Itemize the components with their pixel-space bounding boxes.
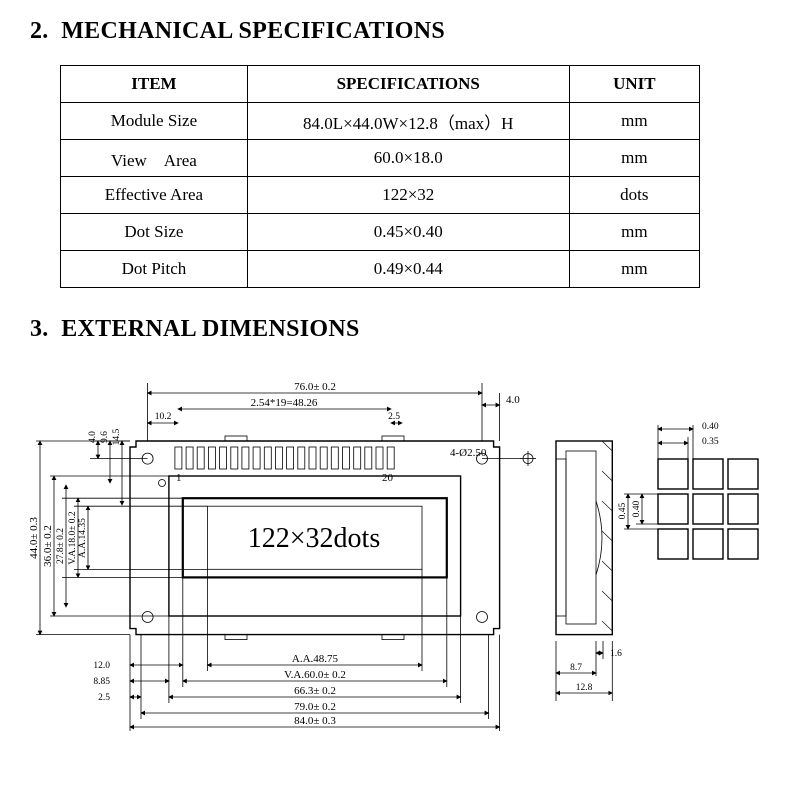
cell-spec: 84.0L×44.0W×12.8（max）H xyxy=(247,103,569,140)
table-row: View Area 60.0×18.0 mm xyxy=(61,140,700,177)
side-view: 1.6 8.7 12.8 xyxy=(556,441,622,701)
dim-top-4r: 4.0 xyxy=(506,394,520,406)
table-header-unit: UNIT xyxy=(569,66,699,103)
pin-1-label: 1 xyxy=(176,472,182,484)
dim-top-76: 76.0± 0.2 xyxy=(294,381,336,393)
dim-l-27p8: 27.8± 0.2 xyxy=(56,528,66,564)
section-2-heading: 2. MECHANICAL SPECIFICATIONS xyxy=(30,18,770,45)
mech-spec-table: ITEM SPECIFICATIONS UNIT Module Size 84.… xyxy=(60,65,700,288)
dim-dot-t1: 0.40 xyxy=(702,422,719,432)
dim-side-12p8: 12.8 xyxy=(576,683,593,693)
dim-dot-l1: 0.45 xyxy=(618,502,628,519)
section-2-number: 2. xyxy=(30,18,49,44)
cell-spec: 60.0×18.0 xyxy=(247,140,569,177)
dim-dot-t2: 0.35 xyxy=(702,437,719,447)
cell-item: Dot Size xyxy=(61,214,248,251)
hole-spec: 4-Ø2.50 xyxy=(450,447,487,459)
center-label: 122×32dots xyxy=(248,523,380,554)
dim-bl-2p5: 2.5 xyxy=(98,693,110,703)
dot-detail: 0.40 0.35 0.45 0.40 xyxy=(618,422,758,559)
dim-tl-14p5: 14.5 xyxy=(112,428,122,445)
dim-b-aa: A.A.48.75 xyxy=(292,653,339,665)
dim-top-2p5: 2.5 xyxy=(388,412,400,422)
dim-side-8p7: 8.7 xyxy=(570,663,582,673)
table-row: Dot Pitch 0.49×0.44 mm xyxy=(61,251,700,288)
table-header-spec: SPECIFICATIONS xyxy=(247,66,569,103)
dim-pin-pitch: 2.54*19=48.26 xyxy=(251,397,318,409)
table-row: Dot Size 0.45×0.40 mm xyxy=(61,214,700,251)
cell-spec: 122×32 xyxy=(247,177,569,214)
dim-dot-l2: 0.40 xyxy=(632,500,642,517)
cell-spec: 0.49×0.44 xyxy=(247,251,569,288)
cell-item: Module Size xyxy=(61,103,248,140)
section-3-heading: 3. EXTERNAL DIMENSIONS xyxy=(30,316,770,343)
section-3-number: 3. xyxy=(30,316,49,342)
dim-b-va: V.A.60.0± 0.2 xyxy=(284,669,346,681)
bottom-dim-stack: A.A.48.75 V.A.60.0± 0.2 66.3± 0.2 79.0± … xyxy=(93,569,499,731)
cell-item: Dot Pitch xyxy=(61,251,248,288)
dim-b-79: 79.0± 0.2 xyxy=(294,701,336,713)
pin-header: 1 20 xyxy=(175,447,394,484)
cell-unit: mm xyxy=(569,140,699,177)
pin-20-label: 20 xyxy=(382,472,394,484)
dim-l-36: 36.0± 0.2 xyxy=(42,525,54,567)
cell-item: Effective Area xyxy=(61,177,248,214)
cell-unit: mm xyxy=(569,214,699,251)
dim-bl-8p85: 8.85 xyxy=(93,677,110,687)
front-view: 1 20 122×32dots xyxy=(30,381,536,731)
dim-l-aa14: A.A.14.35 xyxy=(78,518,88,558)
section-3-title: EXTERNAL DIMENSIONS xyxy=(61,316,359,342)
table-row: Module Size 84.0L×44.0W×12.8（max）H mm xyxy=(61,103,700,140)
table-row: Effective Area 122×32 dots xyxy=(61,177,700,214)
cell-unit: mm xyxy=(569,251,699,288)
cell-spec: 0.45×0.40 xyxy=(247,214,569,251)
table-header-row: ITEM SPECIFICATIONS UNIT xyxy=(61,66,700,103)
cell-unit: dots xyxy=(569,177,699,214)
dim-b-66p3: 66.3± 0.2 xyxy=(294,685,336,697)
dim-l-va18: V.A.18.0± 0.2 xyxy=(68,511,78,565)
dim-l-44: 44.0± 0.3 xyxy=(30,517,40,559)
dimension-drawing-svg: 1 20 122×32dots xyxy=(30,363,790,763)
dim-b-84: 84.0± 0.3 xyxy=(294,715,336,727)
table-header-item: ITEM xyxy=(61,66,248,103)
left-dim-stack: 44.0± 0.3 36.0± 0.2 27.8± 0.2 V.A.18.0± … xyxy=(30,441,208,635)
dim-bl-12: 12.0 xyxy=(93,661,110,671)
dim-top-10p2: 10.2 xyxy=(155,412,172,422)
section-2-title: MECHANICAL SPECIFICATIONS xyxy=(61,18,445,44)
dim-side-1p6: 1.6 xyxy=(610,649,622,659)
cell-unit: mm xyxy=(569,103,699,140)
cell-item: View Area xyxy=(61,140,248,177)
external-dimensions-drawing: 1 20 122×32dots xyxy=(30,363,770,763)
